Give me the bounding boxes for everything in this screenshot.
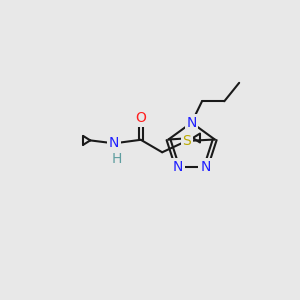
Text: N: N [109,136,119,150]
Text: N: N [173,160,183,174]
Text: S: S [182,134,191,148]
Text: N: N [200,160,211,174]
Text: O: O [135,111,146,125]
Text: N: N [186,116,197,130]
Text: H: H [111,152,122,166]
